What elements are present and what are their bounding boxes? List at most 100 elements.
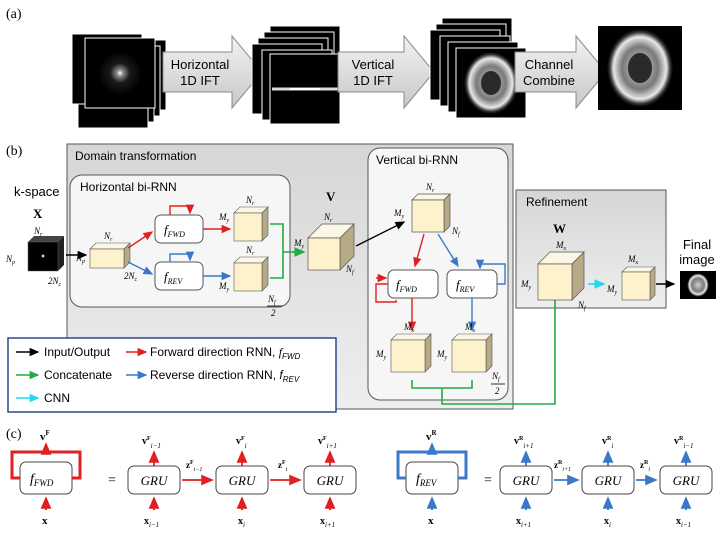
- dim-half-h: 2: [271, 308, 276, 318]
- svg-text:vF: vF: [40, 429, 50, 443]
- panel-a-label: (a): [6, 7, 22, 22]
- rev-output-cube-horizontal: [233, 256, 269, 292]
- svg-text:x: x: [42, 515, 48, 527]
- svg-text:xi−1: xi−1: [144, 516, 159, 529]
- dim-nr-slab: Nr: [103, 231, 113, 243]
- svg-text:vR: vR: [426, 429, 438, 443]
- svg-text:zFi−1: zFi−1: [186, 460, 202, 473]
- dim-nf-v: Nf: [345, 264, 355, 276]
- svg-text:xi: xi: [604, 516, 611, 529]
- svg-text:zRi+1: zRi+1: [554, 460, 571, 473]
- refinement-title: Refinement: [526, 195, 588, 209]
- W-cube: [537, 251, 585, 301]
- final-image-label-2: image: [679, 252, 714, 267]
- svg-text:vFi−1: vFi−1: [142, 436, 161, 450]
- fwd-rnn-label-horizontal: fFWD: [164, 222, 185, 239]
- legend-fwd: Forward direction RNN, fFWD: [150, 345, 300, 361]
- fwd-output-cube-horizontal: [233, 206, 269, 242]
- svg-text:zRi: zRi: [640, 460, 650, 473]
- horizontal-birnn-title: Horizontal bi-RNN: [80, 180, 177, 194]
- dim-2nc-x: 2Nc: [48, 276, 62, 288]
- legend-io: Input/Output: [44, 345, 111, 359]
- rev-output-cube-vertical: [451, 333, 493, 373]
- svg-text:vRi−1: vRi−1: [674, 436, 694, 450]
- dim-nf-half-v: Nf: [491, 371, 501, 383]
- arrow-vin-rev: [437, 233, 459, 268]
- dim-nr-h1: Nr: [245, 195, 255, 207]
- fwd-gru-chain: GRU GRU GRU zFi−1 zFi vFi−1 vFi vFi+1 xi…: [127, 436, 357, 529]
- rev-recurrent-loop-v: [475, 259, 506, 285]
- panel-c-label: (c): [6, 427, 22, 442]
- rev-recurrent-loop-h: [169, 251, 195, 262]
- coil-images-stack: [429, 17, 527, 119]
- svg-text:GRU: GRU: [141, 473, 169, 488]
- svg-text:vRi: vRi: [602, 436, 613, 450]
- arrow-slab-fwd: [127, 231, 154, 249]
- rev-rnn-label-vertical: fREV: [456, 277, 475, 294]
- step-arrow-horizontal: Horizontal 1D IFT: [162, 34, 263, 110]
- dim-nf-vin: Nf: [451, 226, 461, 238]
- svg-text:xi+1: xi+1: [320, 516, 335, 529]
- final-image: [680, 271, 716, 299]
- svg-text:zFi: zFi: [278, 460, 288, 473]
- dim-my-h2: My: [218, 281, 230, 293]
- horizontal-input-slab: [89, 242, 131, 269]
- dim-half-v: 2: [495, 386, 500, 396]
- svg-text:=: =: [484, 473, 492, 488]
- fwd-unrolled: fFWD vF x =: [10, 429, 116, 527]
- vertical-input-cube: [411, 193, 451, 233]
- arrow-V-to-vertical: [355, 221, 406, 247]
- dim-my-v2: My: [436, 349, 448, 361]
- dim-my-w: My: [520, 279, 532, 291]
- W-label: W: [553, 221, 566, 236]
- legend-rev: Reverse direction RNN, fREV: [150, 368, 300, 384]
- arrow-vin-fwd: [413, 233, 425, 268]
- dim-nr-v: Nr: [323, 212, 333, 224]
- kspace-label: k-space: [14, 184, 60, 199]
- panel-b-label: (b): [6, 144, 23, 159]
- svg-text:fREV: fREV: [416, 472, 438, 488]
- hybrid-space-stack: [251, 25, 341, 125]
- svg-text:xi+1: xi+1: [516, 516, 531, 529]
- vertical-birnn-title: Vertical bi-RNN: [376, 153, 458, 167]
- svg-text:vRi+1: vRi+1: [514, 436, 534, 450]
- svg-text:GRU: GRU: [673, 473, 701, 488]
- dim-nf-w: Nf: [577, 300, 587, 312]
- final-image-label-1: Final: [683, 237, 711, 252]
- dim-np-x: Np: [5, 254, 15, 266]
- rev-gru-chain: GRU GRU GRU zRi+1 zRi vRi+1 vRi vRi−1 xi…: [499, 436, 713, 529]
- V-cube: [307, 223, 355, 271]
- svg-text:x: x: [428, 515, 434, 527]
- X-label: X: [33, 206, 43, 221]
- svg-text:fFWD: fFWD: [30, 472, 54, 488]
- svg-text:Channel: Channel: [525, 57, 574, 72]
- dim-nf-half: Nf: [267, 294, 277, 306]
- dim-nr-vin: Nr: [425, 182, 435, 194]
- dim-my-h1: My: [218, 212, 230, 224]
- arrow-slab-rev: [127, 261, 154, 275]
- legend-box: [7, 337, 337, 413]
- dim-2nc-slab: 2Nc: [124, 271, 138, 283]
- combined-image: [598, 26, 682, 110]
- svg-text:xi: xi: [238, 516, 245, 529]
- svg-text:vFi: vFi: [236, 436, 247, 450]
- step-arrow-vertical: Vertical 1D IFT: [337, 34, 435, 110]
- dim-nr-h2: Nr: [245, 245, 255, 257]
- dim-my-v: My: [293, 238, 305, 250]
- svg-text:GRU: GRU: [513, 473, 541, 488]
- svg-text:Horizontal: Horizontal: [171, 57, 230, 72]
- svg-text:Combine: Combine: [523, 73, 575, 88]
- fwd-rnn-label-vertical: fFWD: [396, 277, 417, 294]
- dim-mx-v2: Mx: [464, 322, 476, 334]
- dim-mx-r: Mx: [627, 254, 639, 266]
- fwd-recurrent-loop-h: [169, 204, 195, 215]
- dim-mx-v1: Mx: [403, 322, 415, 334]
- dim-my-v1: My: [375, 349, 387, 361]
- refined-output-square: [621, 266, 656, 301]
- dim-my-vin: My: [393, 208, 405, 220]
- kspace-stack: [71, 33, 167, 129]
- svg-text:vFi+1: vFi+1: [318, 436, 337, 450]
- dim-np-slab: Np: [75, 253, 85, 265]
- legend-concat: Concatenate: [44, 368, 112, 382]
